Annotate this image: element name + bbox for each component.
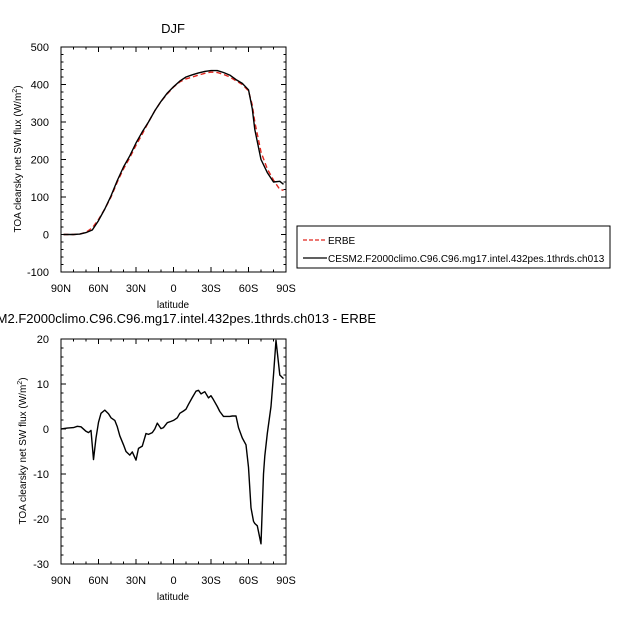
top-x-axis: 90N 60N 30N 0 30S 60S 90S <box>51 47 296 295</box>
legend-label-erbe: ERBE <box>328 236 356 247</box>
y-tick-label: 10 <box>37 379 49 391</box>
bottom-panel-difference: CESM2.F2000climo.C96.C96.mg17.intel.432p… <box>0 311 376 603</box>
x-tick-label: 60N <box>88 283 108 295</box>
y-tick-label: 0 <box>43 424 49 436</box>
legend: ERBE CESM2.F2000climo.C96.C96.mg17.intel… <box>296 225 611 269</box>
x-tick-label: 90S <box>276 575 296 587</box>
x-tick-label: 30N <box>126 575 146 587</box>
top-y-axis-label-sup: 2 <box>12 89 19 93</box>
bottom-y-axis-label-sup: 2 <box>17 381 24 385</box>
bottom-y-axis: -30 -20 -10 0 10 20 <box>33 334 286 571</box>
top-plot-frame <box>60 46 287 273</box>
x-tick-label: 0 <box>170 575 176 587</box>
bottom-y-axis-label: TOA clearsky net SW flux (W/m2) <box>17 377 29 524</box>
y-tick-label: -100 <box>27 267 49 279</box>
legend-box <box>296 225 611 269</box>
y-tick-label: -20 <box>33 514 49 526</box>
x-tick-label: 30N <box>126 283 146 295</box>
bottom-series-group <box>60 339 284 545</box>
top-panel-djf: DJF -100 0 100 200 300 400 500 90N 60N 30N 0 30S 60… <box>12 21 296 311</box>
x-tick-label: 90N <box>51 283 71 295</box>
top-y-axis-label: TOA clearsky net SW flux (W/m2) <box>12 85 24 232</box>
x-tick-label: 30S <box>201 283 221 295</box>
top-chart-title: DJF <box>161 21 185 36</box>
legend-label-cesm2: CESM2.F2000climo.C96.C96.mg17.intel.432p… <box>328 254 605 265</box>
x-tick-label: 30S <box>201 575 221 587</box>
bottom-x-axis-label: latitude <box>157 592 190 603</box>
x-tick-label: 60S <box>239 575 259 587</box>
y-tick-label: 200 <box>31 155 49 167</box>
y-tick-label: 100 <box>31 192 49 204</box>
x-tick-label: 60S <box>239 283 259 295</box>
bottom-y-axis-label-close: ) <box>18 377 29 380</box>
top-y-axis-label-close: ) <box>13 85 24 88</box>
bottom-y-axis-label-main: TOA clearsky net SW flux (W/m <box>18 385 29 525</box>
y-tick-label: 300 <box>31 117 49 129</box>
series-line-1-0 <box>60 339 284 545</box>
y-tick-label: 0 <box>43 230 49 242</box>
x-tick-label: 0 <box>170 283 176 295</box>
y-tick-label: -30 <box>33 559 49 571</box>
series-line-0-1 <box>63 69 284 236</box>
y-tick-label: 400 <box>31 80 49 92</box>
top-y-axis: -100 0 100 200 300 400 500 <box>27 42 286 279</box>
x-tick-label: 90S <box>276 283 296 295</box>
bottom-chart-title: CESM2.F2000climo.C96.C96.mg17.intel.432p… <box>0 311 376 326</box>
top-y-axis-label-main: TOA clearsky net SW flux (W/m <box>13 93 24 233</box>
y-tick-label: 20 <box>37 334 49 346</box>
top-x-axis-label: latitude <box>157 300 190 311</box>
y-tick-label: 500 <box>31 42 49 54</box>
bottom-x-axis: 90N 60N 30N 0 30S 60S 90S <box>51 339 296 587</box>
top-series-group <box>63 69 284 236</box>
x-tick-label: 90N <box>51 575 71 587</box>
x-tick-label: 60N <box>88 575 108 587</box>
y-tick-label: -10 <box>33 469 49 481</box>
